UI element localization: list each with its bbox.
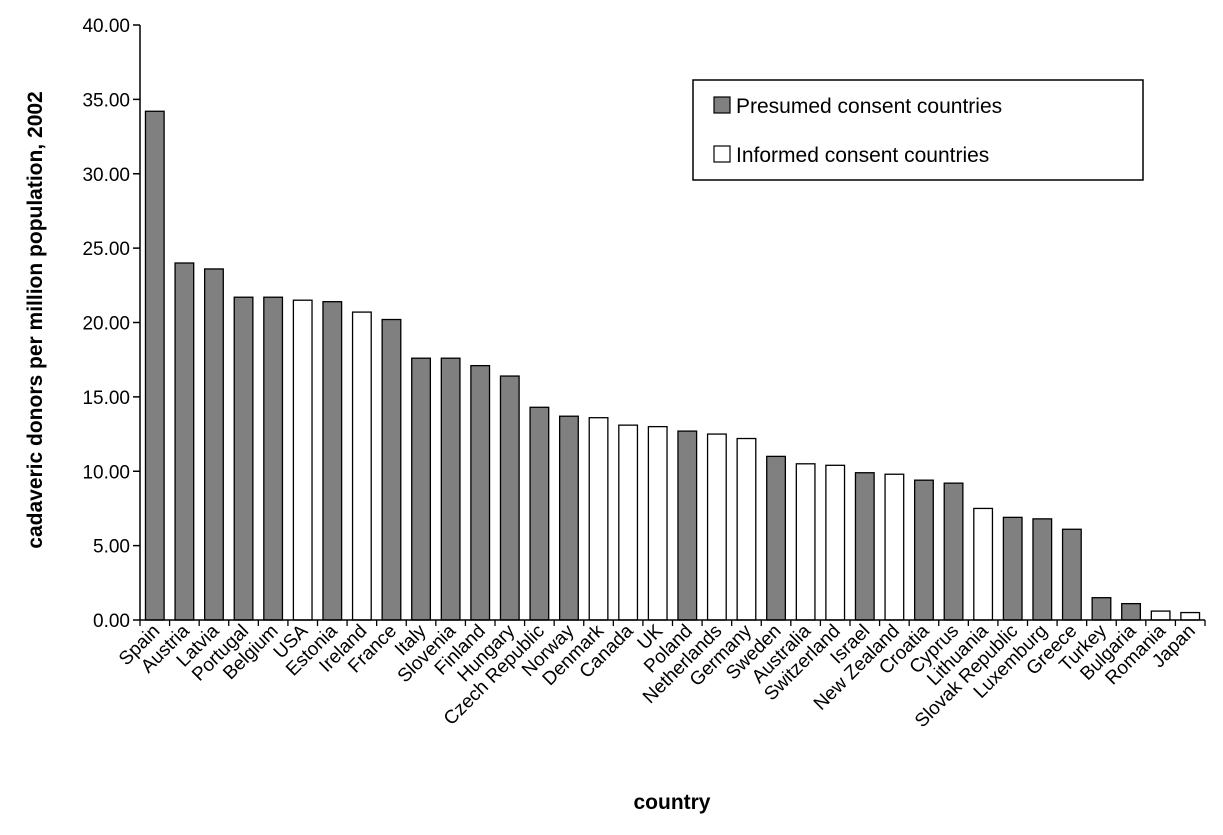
- bar-denmark: [588, 417, 609, 621]
- y-tick-label: 35.00: [82, 90, 130, 111]
- x-axis-title: country: [633, 791, 710, 814]
- bar-poland: [677, 430, 698, 621]
- bar-latvia: [203, 268, 224, 621]
- bar-romania: [1150, 610, 1171, 621]
- bar-austria: [174, 262, 195, 621]
- legend-swatch-presumed: [713, 96, 731, 114]
- bar-usa: [292, 299, 313, 621]
- y-tick-label: 25.00: [82, 239, 130, 260]
- bar-ireland: [351, 311, 372, 621]
- bar-germany: [736, 437, 757, 621]
- bar-sweden: [766, 455, 787, 621]
- bar-france: [381, 318, 402, 621]
- bar-finland: [470, 364, 491, 621]
- legend-box: [692, 79, 1144, 181]
- y-tick-label: 5.00: [93, 537, 130, 558]
- bar-slovak-republic: [1002, 516, 1023, 621]
- bar-australia: [795, 463, 816, 621]
- bar-belgium: [263, 296, 284, 621]
- bar-lithuania: [973, 507, 994, 621]
- bar-czech-republic: [529, 406, 550, 621]
- bar-norway: [558, 415, 579, 621]
- legend-label-informed: Informed consent countries: [736, 144, 989, 167]
- bar-portugal: [233, 296, 254, 621]
- bar-luxemburg: [1032, 518, 1053, 621]
- x-axis: SpainAustriaLatviaPortugalBelgiumUSAEsto…: [115, 619, 1206, 732]
- bar-bulgaria: [1121, 602, 1142, 621]
- bar-croatia: [913, 479, 934, 621]
- bar-italy: [411, 357, 432, 621]
- bar-slovenia: [440, 357, 461, 621]
- bar-spain: [144, 110, 165, 621]
- bar-new-zealand: [884, 473, 905, 621]
- y-tick-label: 15.00: [82, 388, 130, 409]
- bar-uk: [647, 425, 668, 621]
- y-tick-label: 30.00: [82, 165, 130, 186]
- legend-swatch-informed: [713, 145, 731, 163]
- bar-israel: [854, 472, 875, 621]
- bar-greece: [1061, 528, 1082, 621]
- bar-turkey: [1091, 597, 1112, 621]
- bar-japan: [1180, 611, 1201, 621]
- bar-hungary: [499, 375, 520, 621]
- legend-label-presumed: Presumed consent countries: [736, 95, 1002, 118]
- bar-canada: [618, 424, 639, 621]
- bar-estonia: [322, 301, 343, 621]
- bar-switzerland: [825, 464, 846, 621]
- bar-netherlands: [706, 433, 727, 621]
- y-axis: 0.00 5.00 10.00 15.00 20.00 25.00 30.00 35.00 40…: [82, 16, 141, 632]
- y-tick-label: 10.00: [82, 462, 130, 483]
- y-tick-label: 0.00: [93, 611, 130, 632]
- bar-cyprus: [943, 482, 964, 621]
- legend: Presumed consent countries Informed cons…: [692, 79, 1144, 181]
- y-axis-title: cadaveric donors per million population,…: [24, 91, 47, 548]
- y-tick-label: 20.00: [82, 314, 130, 335]
- y-tick-label: 40.00: [82, 16, 130, 37]
- bars: [144, 110, 1201, 621]
